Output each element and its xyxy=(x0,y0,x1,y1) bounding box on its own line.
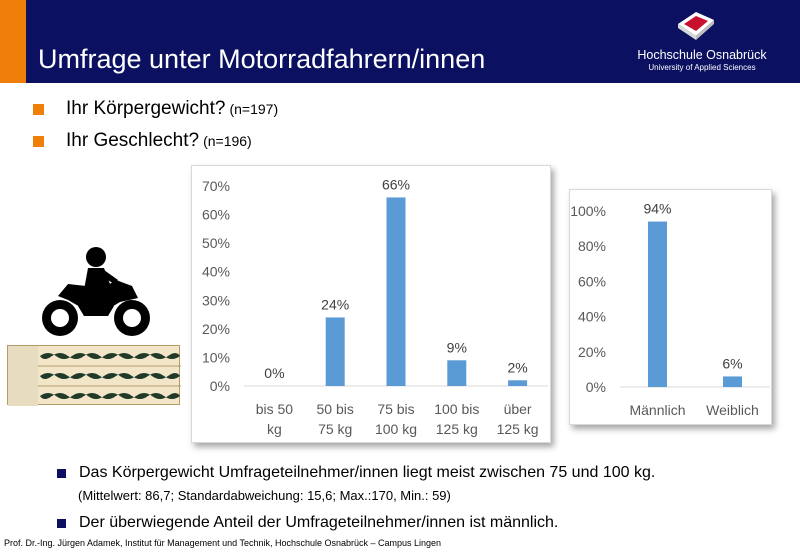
note-weight-text: Das Körpergewicht Umfrageteilnehmer/inne… xyxy=(79,464,656,481)
y-tick-label: 0% xyxy=(210,378,230,394)
y-tick-label: 70% xyxy=(202,178,230,194)
bullet-square-icon xyxy=(33,135,44,147)
x-tick-label: bis 50 xyxy=(256,401,294,417)
x-tick-label: 125 kg xyxy=(436,421,478,437)
motorcycle-rider-icon xyxy=(42,247,150,336)
y-tick-label: 60% xyxy=(202,207,230,223)
bar xyxy=(325,317,345,386)
bar xyxy=(648,221,667,387)
x-tick-label: 75 kg xyxy=(318,421,352,437)
x-tick-label: 100 bis xyxy=(434,401,479,417)
bar xyxy=(723,376,742,387)
bullet-square-icon xyxy=(57,468,66,478)
y-tick-label: 30% xyxy=(202,292,230,308)
data-label: 6% xyxy=(722,355,742,371)
university-logo: Hochschule Osnabrück University of Appli… xyxy=(612,6,792,78)
x-tick-label: Weiblich xyxy=(706,402,759,418)
x-tick-label: über xyxy=(504,401,532,417)
x-tick-label: 75 bis xyxy=(377,401,414,417)
x-tick-label: 100 kg xyxy=(375,421,417,437)
y-tick-label: 20% xyxy=(202,321,230,337)
bullet-square-icon xyxy=(57,518,66,528)
university-logo-icon xyxy=(678,12,714,40)
x-tick-label: 50 bis xyxy=(317,401,354,417)
y-tick-label: 60% xyxy=(578,273,606,289)
title-bar: Umfrage unter Motorradfahrern/innen Hoch… xyxy=(0,0,800,83)
question-n: (n=197) xyxy=(229,101,279,117)
data-label: 0% xyxy=(264,365,284,381)
x-tick-label: 125 kg xyxy=(497,421,539,437)
y-tick-label: 50% xyxy=(202,235,230,251)
university-subtitle: University of Applied Sciences xyxy=(648,63,756,72)
bullet-square-icon xyxy=(33,103,44,115)
university-name: Hochschule Osnabrück xyxy=(637,48,767,62)
note-gender-text: Der überwiegende Anteil der Umfrageteiln… xyxy=(79,514,559,531)
data-label: 2% xyxy=(507,359,527,375)
data-label: 94% xyxy=(643,201,671,217)
weight-chart-svg: 0% 10% 20% 30% 40% 50% 60% 70% 0% bis 50 kg 24% 50 b… xyxy=(202,176,548,437)
question-weight: Ihr Körpergewicht? (n=197) xyxy=(33,98,278,120)
y-tick-label: 40% xyxy=(202,264,230,280)
y-tick-label: 0% xyxy=(586,379,606,395)
question-n: (n=196) xyxy=(203,133,252,149)
data-label: 9% xyxy=(447,339,467,355)
question-gender: Ihr Geschlecht? (n=196) xyxy=(33,130,252,152)
y-tick-label: 40% xyxy=(578,309,606,325)
gender-chart-svg: 0% 20% 40% 60% 80% 100% 94% Männlich 6% Weiblich xyxy=(570,201,770,418)
weight-chart: 0% 10% 20% 30% 40% 50% 60% 70% 0% bis 50 kg 24% 50 b… xyxy=(191,165,551,443)
slide-title: Umfrage unter Motorradfahrern/innen xyxy=(38,44,486,74)
question-text: Ihr Körpergewicht? xyxy=(66,98,226,119)
gender-chart: 0% 20% 40% 60% 80% 100% 94% Männlich 6% Weiblich xyxy=(569,189,772,425)
note-gender: Der überwiegende Anteil der Umfrageteiln… xyxy=(57,514,558,532)
title-accent-stripe xyxy=(0,0,26,83)
bar xyxy=(386,197,406,386)
x-tick-label: kg xyxy=(267,421,282,437)
x-tick-label: Männlich xyxy=(629,402,685,418)
data-label: 66% xyxy=(382,176,410,192)
y-tick-label: 80% xyxy=(578,238,606,254)
question-text: Ihr Geschlecht? xyxy=(66,130,200,151)
bar xyxy=(508,380,528,386)
note-weight: Das Körpergewicht Umfrageteilnehmer/inne… xyxy=(57,464,655,482)
y-tick-label: 100% xyxy=(570,203,606,219)
y-tick-label: 10% xyxy=(202,349,230,365)
footer-credits: Prof. Dr.-Ing. Jürgen Adamek, Institut f… xyxy=(4,538,442,548)
y-tick-label: 20% xyxy=(578,344,606,360)
data-label: 24% xyxy=(321,296,349,312)
bar xyxy=(447,360,467,386)
audio-waveform-image xyxy=(7,345,181,406)
note-weight-stats: (Mittelwert: 86,7; Standardabweichung: 1… xyxy=(78,488,451,503)
